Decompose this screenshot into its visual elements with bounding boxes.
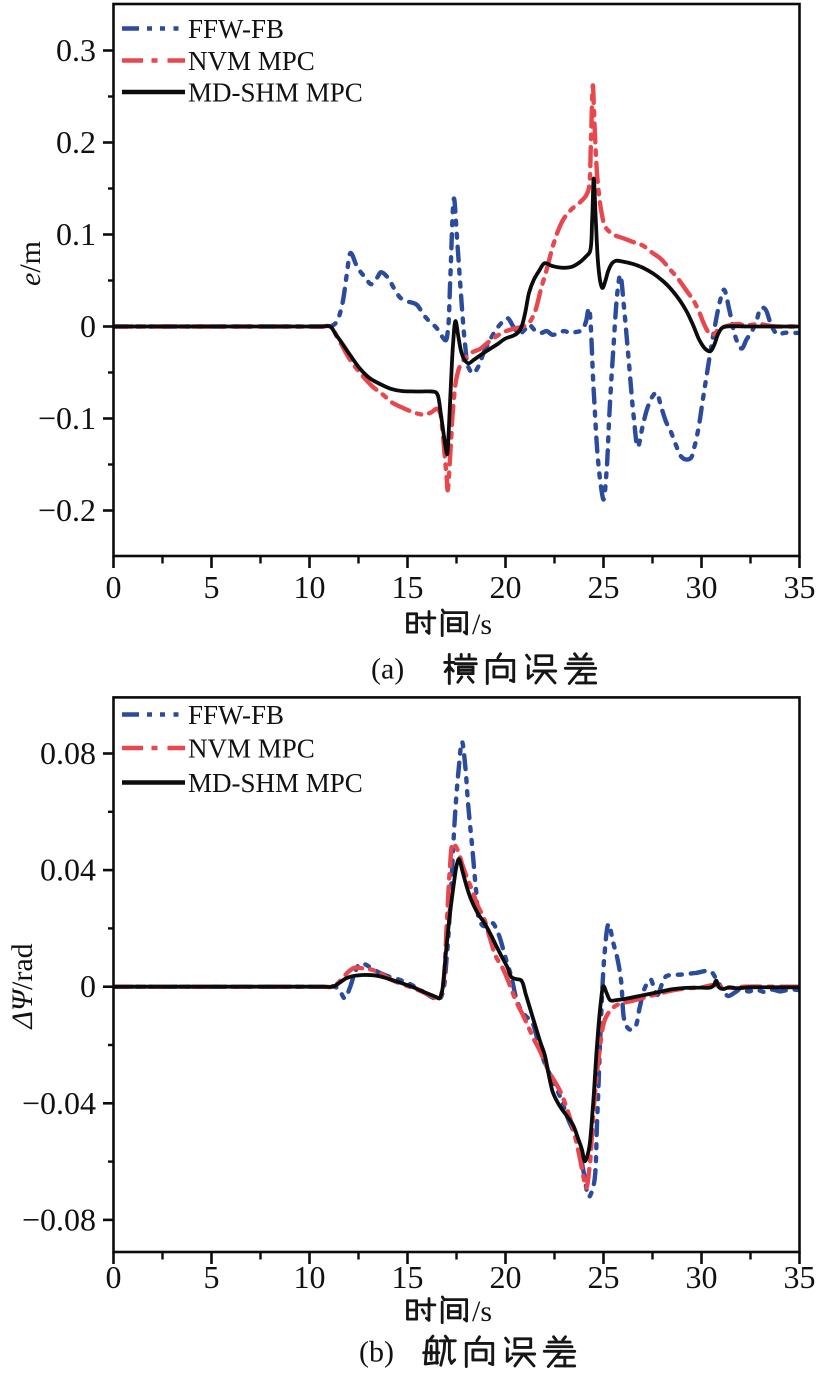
svg-text:FFW-FB: FFW-FB [188, 14, 284, 44]
svg-text:5: 5 [204, 569, 220, 605]
svg-text:/s: /s [472, 608, 492, 641]
svg-text:0: 0 [106, 1259, 122, 1295]
svg-text:0: 0 [80, 968, 96, 1004]
svg-text:0.2: 0.2 [56, 124, 96, 160]
svg-text:20: 20 [490, 569, 522, 605]
svg-text:25: 25 [588, 569, 620, 605]
svg-text:10: 10 [294, 569, 326, 605]
svg-text:0: 0 [106, 569, 122, 605]
svg-text:0: 0 [80, 308, 96, 344]
svg-text:(a): (a) [371, 653, 404, 686]
svg-text:/s: /s [472, 1295, 492, 1328]
svg-text:0.08: 0.08 [40, 735, 96, 771]
svg-text:FFW-FB: FFW-FB [188, 700, 284, 730]
svg-text:NVM MPC: NVM MPC [188, 734, 315, 764]
svg-text:35: 35 [784, 569, 816, 605]
svg-text:MD-SHM MPC: MD-SHM MPC [188, 768, 363, 798]
svg-text:−0.1: −0.1 [38, 400, 96, 436]
svg-text:30: 30 [686, 569, 718, 605]
svg-text:e/m: e/m [14, 241, 47, 286]
svg-text:−0.08: −0.08 [22, 1201, 96, 1237]
svg-text:35: 35 [784, 1259, 816, 1295]
svg-text:MD-SHM MPC: MD-SHM MPC [188, 78, 363, 108]
svg-text:−0.2: −0.2 [38, 492, 96, 528]
svg-text:0.04: 0.04 [40, 852, 96, 888]
svg-text:10: 10 [294, 1259, 326, 1295]
svg-text:NVM MPC: NVM MPC [188, 46, 315, 76]
svg-text:ΔΨ/rad: ΔΨ/rad [6, 943, 39, 1029]
svg-text:0.3: 0.3 [56, 32, 96, 68]
svg-text:15: 15 [392, 1259, 424, 1295]
svg-text:25: 25 [588, 1259, 620, 1295]
svg-text:−0.04: −0.04 [22, 1085, 96, 1121]
svg-text:30: 30 [686, 1259, 718, 1295]
svg-text:20: 20 [490, 1259, 522, 1295]
svg-text:0.1: 0.1 [56, 216, 96, 252]
svg-text:15: 15 [392, 569, 424, 605]
svg-text:(b): (b) [359, 1336, 394, 1369]
svg-text:5: 5 [204, 1259, 220, 1295]
